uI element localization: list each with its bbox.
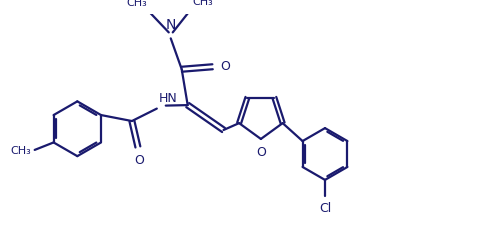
Text: HN: HN <box>159 92 177 105</box>
Text: O: O <box>134 154 143 167</box>
Text: O: O <box>220 60 229 73</box>
Text: O: O <box>255 147 265 159</box>
Text: CH₃: CH₃ <box>192 0 212 7</box>
Text: Cl: Cl <box>318 202 330 215</box>
Text: N: N <box>165 18 176 33</box>
Text: CH₃: CH₃ <box>126 0 147 9</box>
Text: CH₃: CH₃ <box>10 146 31 156</box>
